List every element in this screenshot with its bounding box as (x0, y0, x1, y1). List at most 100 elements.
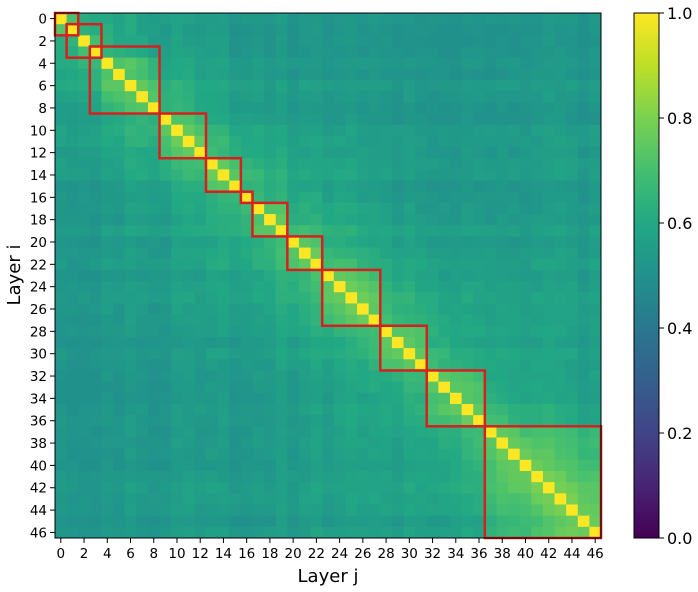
heatmap-cell (357, 169, 370, 182)
heatmap-cell (171, 91, 184, 103)
heatmap-cell (182, 504, 195, 517)
heatmap-cell (101, 247, 114, 260)
heatmap-cell (403, 526, 416, 539)
heatmap-cell (449, 80, 463, 92)
heatmap-cell (136, 303, 149, 316)
heatmap-cell (310, 370, 323, 383)
heatmap-cell (554, 113, 567, 126)
heatmap-cell (275, 46, 288, 59)
heatmap-cell (206, 370, 219, 383)
heatmap-cell (357, 35, 370, 48)
heatmap-cell (182, 426, 195, 438)
heatmap-cell (554, 459, 567, 472)
heatmap-cell (484, 202, 497, 215)
heatmap-cell (66, 459, 79, 472)
heatmap-cell (415, 247, 428, 260)
heatmap-cell (566, 68, 579, 81)
heatmap-cell (403, 57, 416, 70)
heatmap-cell (240, 281, 253, 293)
heatmap-cell (496, 35, 509, 48)
heatmap-cell (577, 214, 590, 226)
heatmap-cell (542, 314, 556, 327)
heatmap-cell (496, 24, 509, 36)
heatmap-cell (78, 336, 91, 349)
heatmap-cell (206, 348, 219, 360)
heatmap-cell (66, 225, 79, 237)
heatmap-cell (566, 403, 579, 416)
heatmap-cell (298, 515, 312, 528)
heatmap-cell (496, 269, 509, 282)
heatmap-cell (171, 459, 184, 472)
heatmap-cell (136, 102, 149, 115)
heatmap-cell (415, 269, 428, 282)
heatmap-cell (229, 493, 242, 505)
heatmap-cell (391, 13, 405, 25)
heatmap-cell (426, 191, 439, 204)
heatmap-cell (449, 113, 463, 126)
heatmap-cell (589, 314, 602, 327)
heatmap-cell (461, 336, 474, 349)
heatmap-cell (508, 403, 521, 416)
heatmap-cell (159, 325, 172, 338)
heatmap-cell (136, 147, 149, 159)
heatmap-cell (589, 247, 602, 260)
heatmap-cell (542, 180, 556, 193)
heatmap-cell (473, 46, 486, 59)
heatmap-cell (124, 113, 137, 126)
heatmap-cell (345, 46, 358, 59)
heatmap-cell (577, 202, 590, 215)
heatmap-cell (287, 370, 300, 383)
heatmap-cell (496, 102, 509, 115)
heatmap-cell (171, 303, 184, 316)
heatmap-cell (438, 515, 451, 528)
heatmap-cell (101, 57, 114, 70)
heatmap-cell (55, 113, 68, 126)
heatmap-cell (101, 526, 114, 539)
heatmap-cell (519, 482, 532, 494)
heatmap-cell (391, 135, 405, 148)
heatmap-cell (496, 336, 509, 349)
heatmap-cell (554, 281, 567, 293)
heatmap-cell (78, 214, 91, 226)
heatmap-cell (298, 24, 312, 36)
heatmap-cell (275, 292, 288, 304)
heatmap-cell (89, 124, 102, 137)
heatmap-cell (287, 426, 300, 438)
heatmap-cell (345, 57, 358, 70)
heatmap-cell (357, 526, 370, 539)
heatmap-cell (322, 281, 335, 293)
heatmap-cell (252, 57, 265, 70)
heatmap-cell (380, 113, 393, 126)
heatmap-cell (357, 392, 370, 405)
heatmap-cell (368, 57, 381, 70)
x-tick-label: 46 (587, 546, 604, 562)
heatmap-cell (519, 214, 532, 226)
heatmap-cell (473, 24, 486, 36)
x-tick-label: 42 (540, 546, 557, 562)
heatmap-cell (345, 147, 358, 159)
heatmap-cell (496, 314, 509, 327)
heatmap-cell (577, 348, 590, 360)
heatmap-cell (159, 281, 172, 293)
heatmap-cell (403, 202, 416, 215)
heatmap-cell (124, 526, 137, 539)
heatmap-cell (345, 303, 358, 316)
heatmap-cell (206, 381, 219, 394)
heatmap-cell (287, 325, 300, 338)
heatmap-cell (391, 515, 405, 528)
heatmap-cell (66, 403, 79, 416)
heatmap-cell (136, 225, 149, 237)
heatmap-cell (229, 13, 242, 25)
heatmap-cell (89, 57, 102, 70)
heatmap-cell (415, 124, 428, 137)
heatmap-cell (542, 191, 556, 204)
heatmap-cell (391, 191, 405, 204)
heatmap-cell (136, 135, 149, 148)
heatmap-cell (322, 459, 335, 472)
heatmap-cell (194, 258, 207, 271)
heatmap-cell (240, 493, 253, 505)
heatmap-cell (461, 236, 474, 249)
heatmap-cell (113, 236, 126, 249)
heatmap-cell (78, 158, 91, 170)
